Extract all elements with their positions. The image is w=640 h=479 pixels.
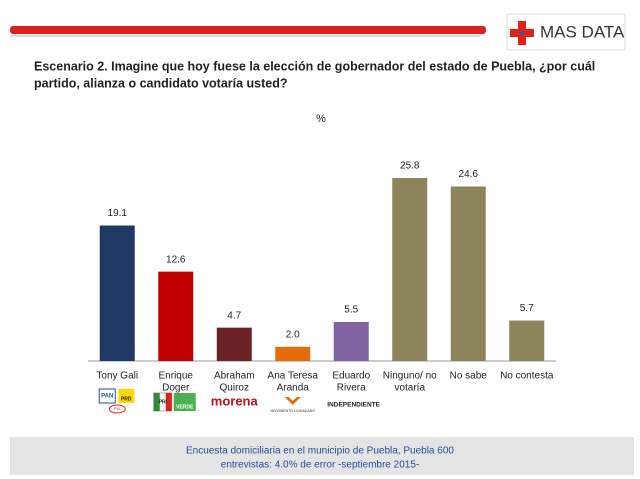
logo-box (165, 393, 172, 411)
logo-box (173, 393, 196, 411)
x-tick-label: Eduardo (332, 371, 370, 382)
x-tick-label: Doger (162, 383, 190, 394)
logo-text: PAN (101, 394, 113, 400)
logo-text: PSI (114, 406, 120, 411)
value-label: 5.5 (344, 305, 358, 316)
footer-text: Encuesta domiciliaria en el municipio de… (186, 446, 454, 457)
logo: MAS DATA (506, 13, 626, 51)
x-tick-label: Ana Teresa (268, 371, 319, 382)
brand: MAS DATA (540, 22, 625, 41)
x-tick-label: votaría (394, 383, 425, 394)
x-tick-label: No contesta (500, 371, 554, 382)
bar (450, 186, 486, 361)
bar (392, 178, 428, 361)
x-tick-label: Quiroz (220, 383, 249, 394)
logo-box (108, 404, 126, 414)
value-label: 24.6 (459, 169, 479, 180)
logo-text: PRD (121, 396, 132, 402)
x-tick-label: Aranda (277, 383, 310, 394)
value-label: 25.8 (400, 161, 420, 172)
logo-box (118, 389, 135, 403)
x-tick-label: Tony Gali (96, 371, 138, 382)
bar (509, 320, 545, 361)
bar (99, 225, 135, 361)
logo-text: PRI (159, 399, 168, 405)
bar (158, 271, 194, 361)
footer-text: entrevistas: 4.0% de error -septiembre 2… (221, 460, 419, 471)
x-tick-label: Ninguno/ no (383, 371, 437, 382)
x-tick-label: Rivera (337, 383, 366, 394)
header-bar (10, 26, 486, 34)
bar (216, 327, 252, 361)
logo-box (98, 388, 116, 404)
logo-text: MOVIMIENTO CIUDADANO (271, 409, 316, 413)
x-tick-label: Abraham (214, 371, 255, 382)
logo-text: VERDE (176, 404, 194, 410)
value-label: 4.7 (227, 310, 241, 321)
logo-icon (284, 397, 301, 405)
subtitle: % (316, 113, 326, 125)
footer-band (10, 437, 634, 475)
title-line: Escenario 2. Imagine que hoy fuese la el… (34, 59, 595, 73)
logo-box (153, 393, 160, 411)
logo-text: morena (211, 393, 259, 408)
value-label: 19.1 (108, 208, 128, 219)
value-label: 12.6 (166, 254, 186, 265)
value-label: 2.0 (286, 329, 300, 340)
x-tick-label: No sabe (450, 371, 488, 382)
bar (333, 321, 369, 361)
bar (275, 346, 311, 361)
title-line: partido, alianza o candidato votaría ust… (34, 76, 288, 90)
value-label: 5.7 (520, 303, 534, 314)
x-tick-label: Enrique (159, 371, 194, 382)
logo-text: INDEPENDIENTE (327, 402, 380, 409)
